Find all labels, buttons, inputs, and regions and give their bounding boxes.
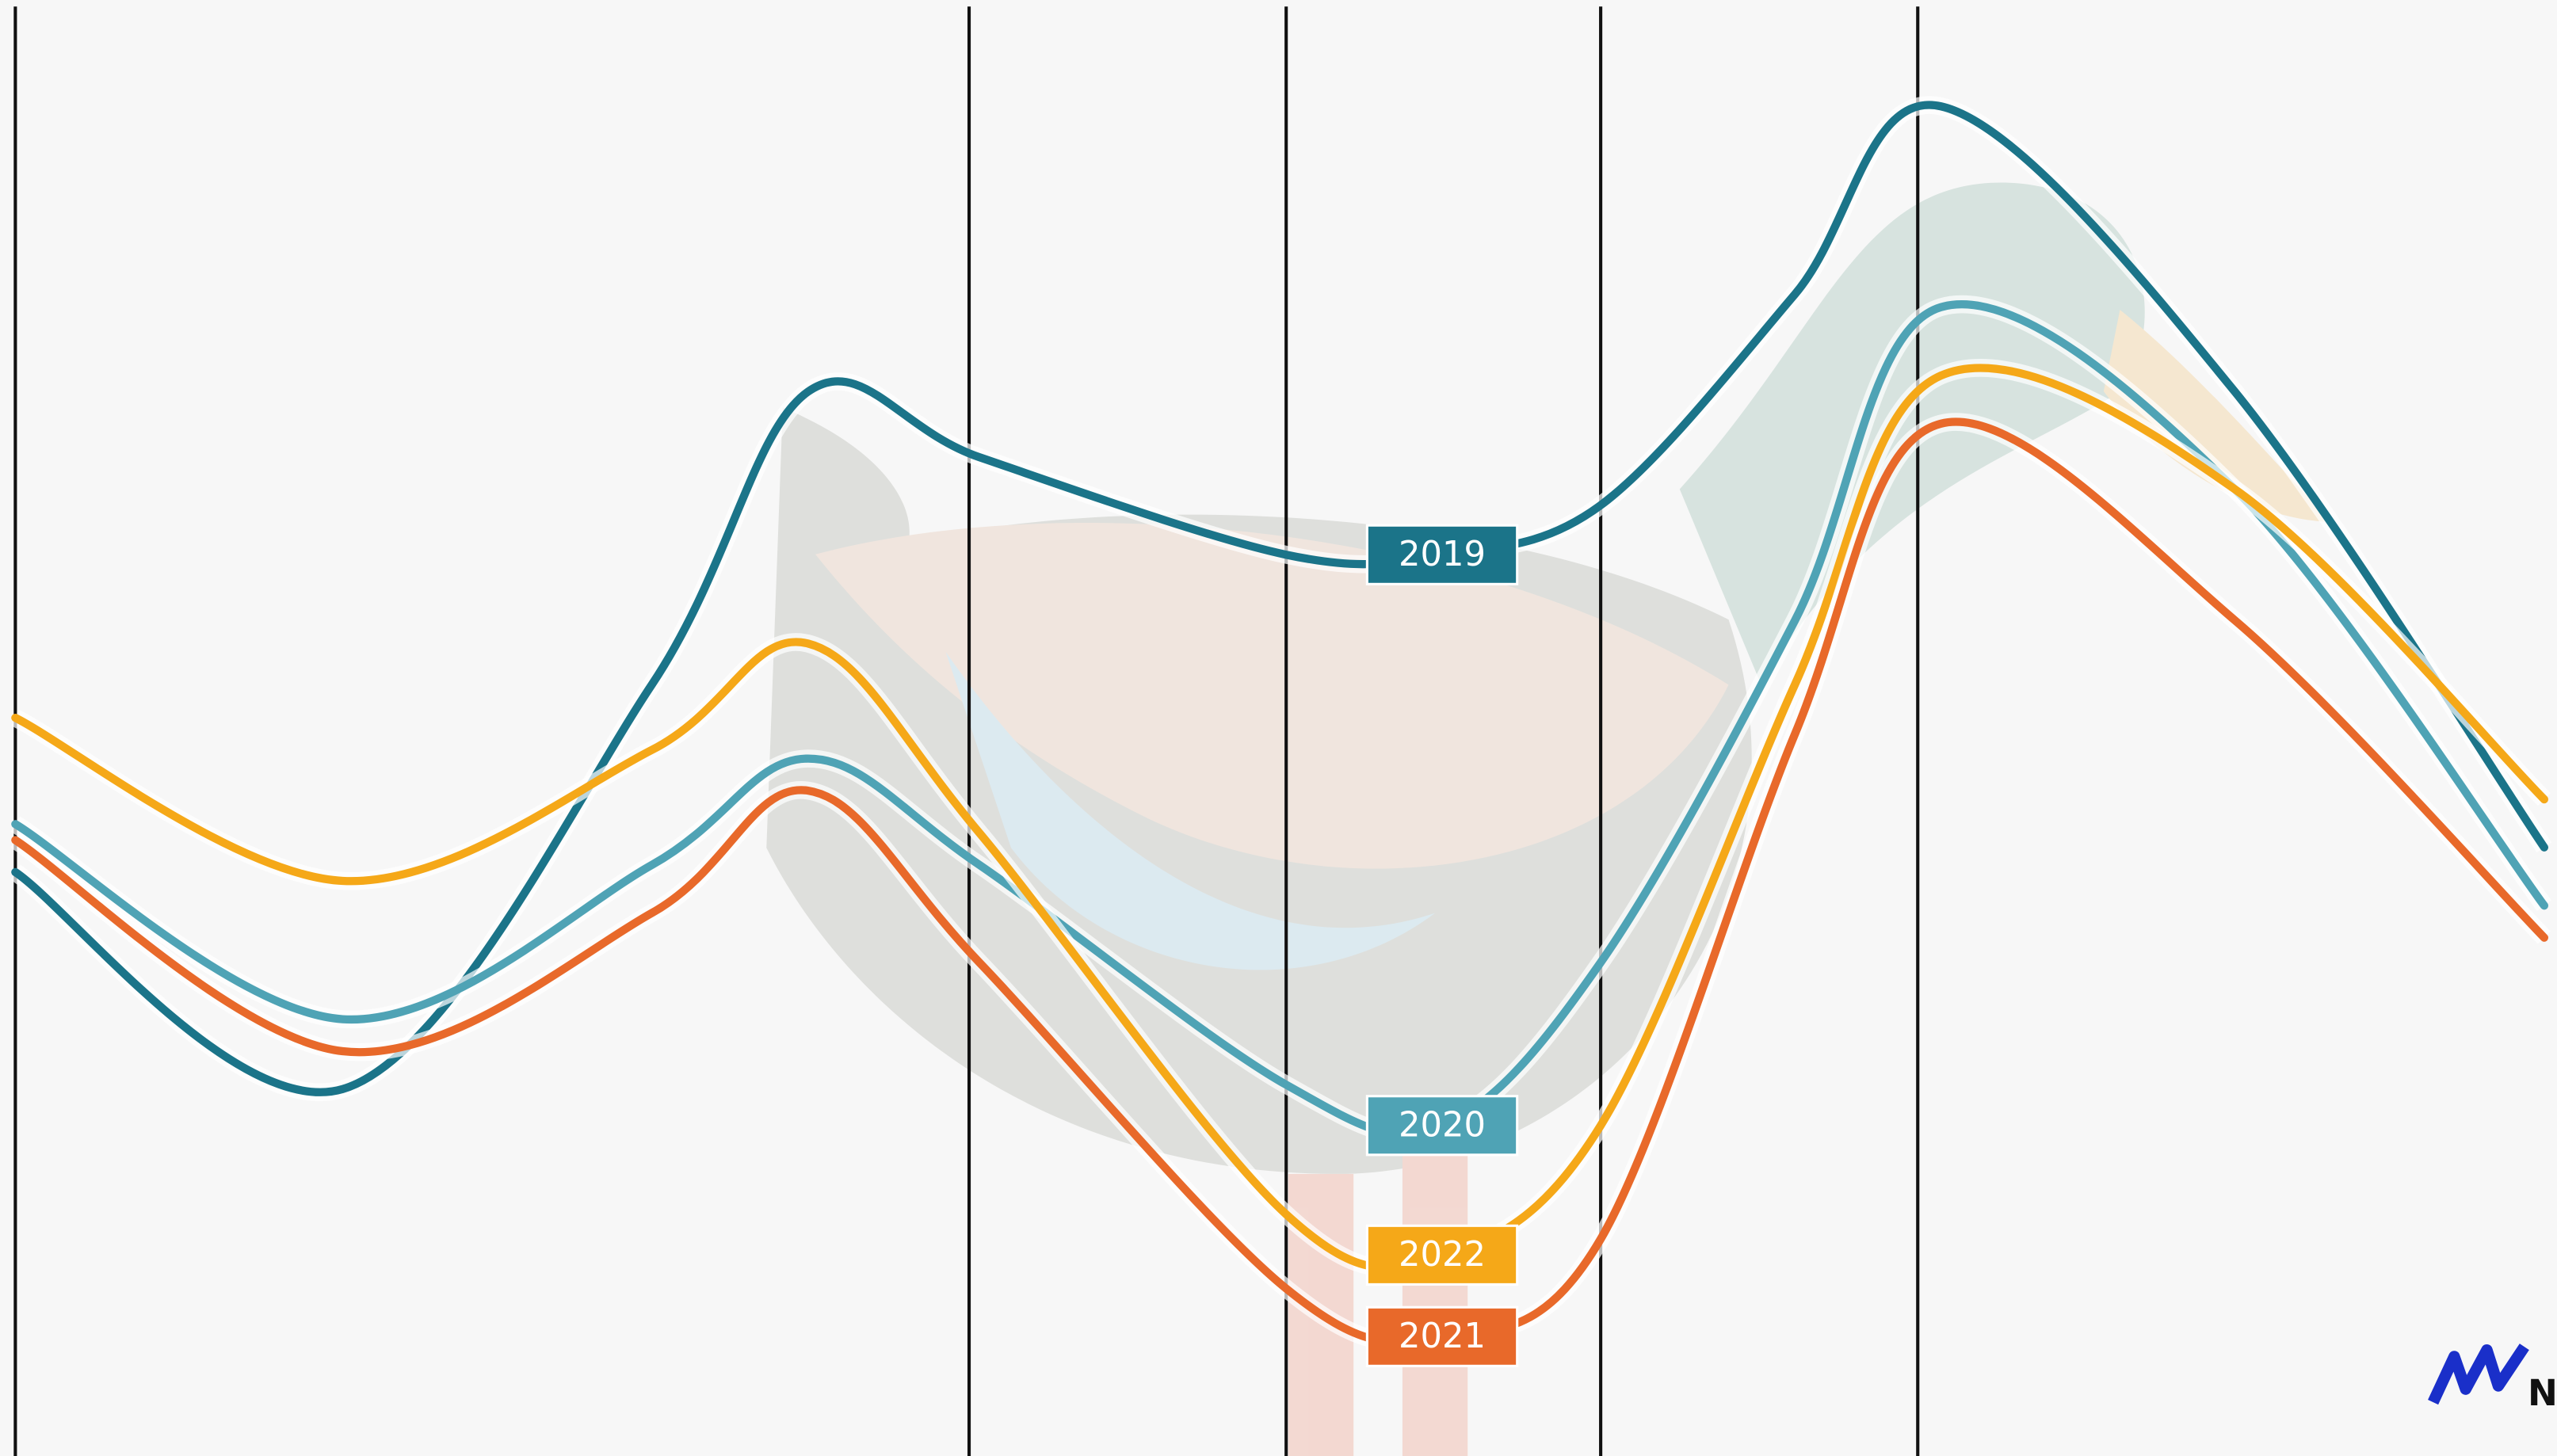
series-label: 2020 — [1399, 1105, 1486, 1145]
series-label: 2021 — [1399, 1317, 1486, 1356]
logo-text: N — [2528, 1372, 2557, 1414]
logo: N — [2428, 1344, 2557, 1414]
series-label-box — [1365, 1224, 1519, 1286]
series-label: 2019 — [1399, 535, 1486, 574]
series-label: 2022 — [1399, 1235, 1486, 1275]
series-line — [11, 101, 2549, 1096]
series-label-box — [1365, 524, 1519, 585]
series-label-box — [1365, 1095, 1519, 1157]
logo-mark — [2428, 1344, 2529, 1405]
series-label-box — [1365, 1305, 1519, 1367]
duck-illustration — [766, 182, 2332, 1456]
